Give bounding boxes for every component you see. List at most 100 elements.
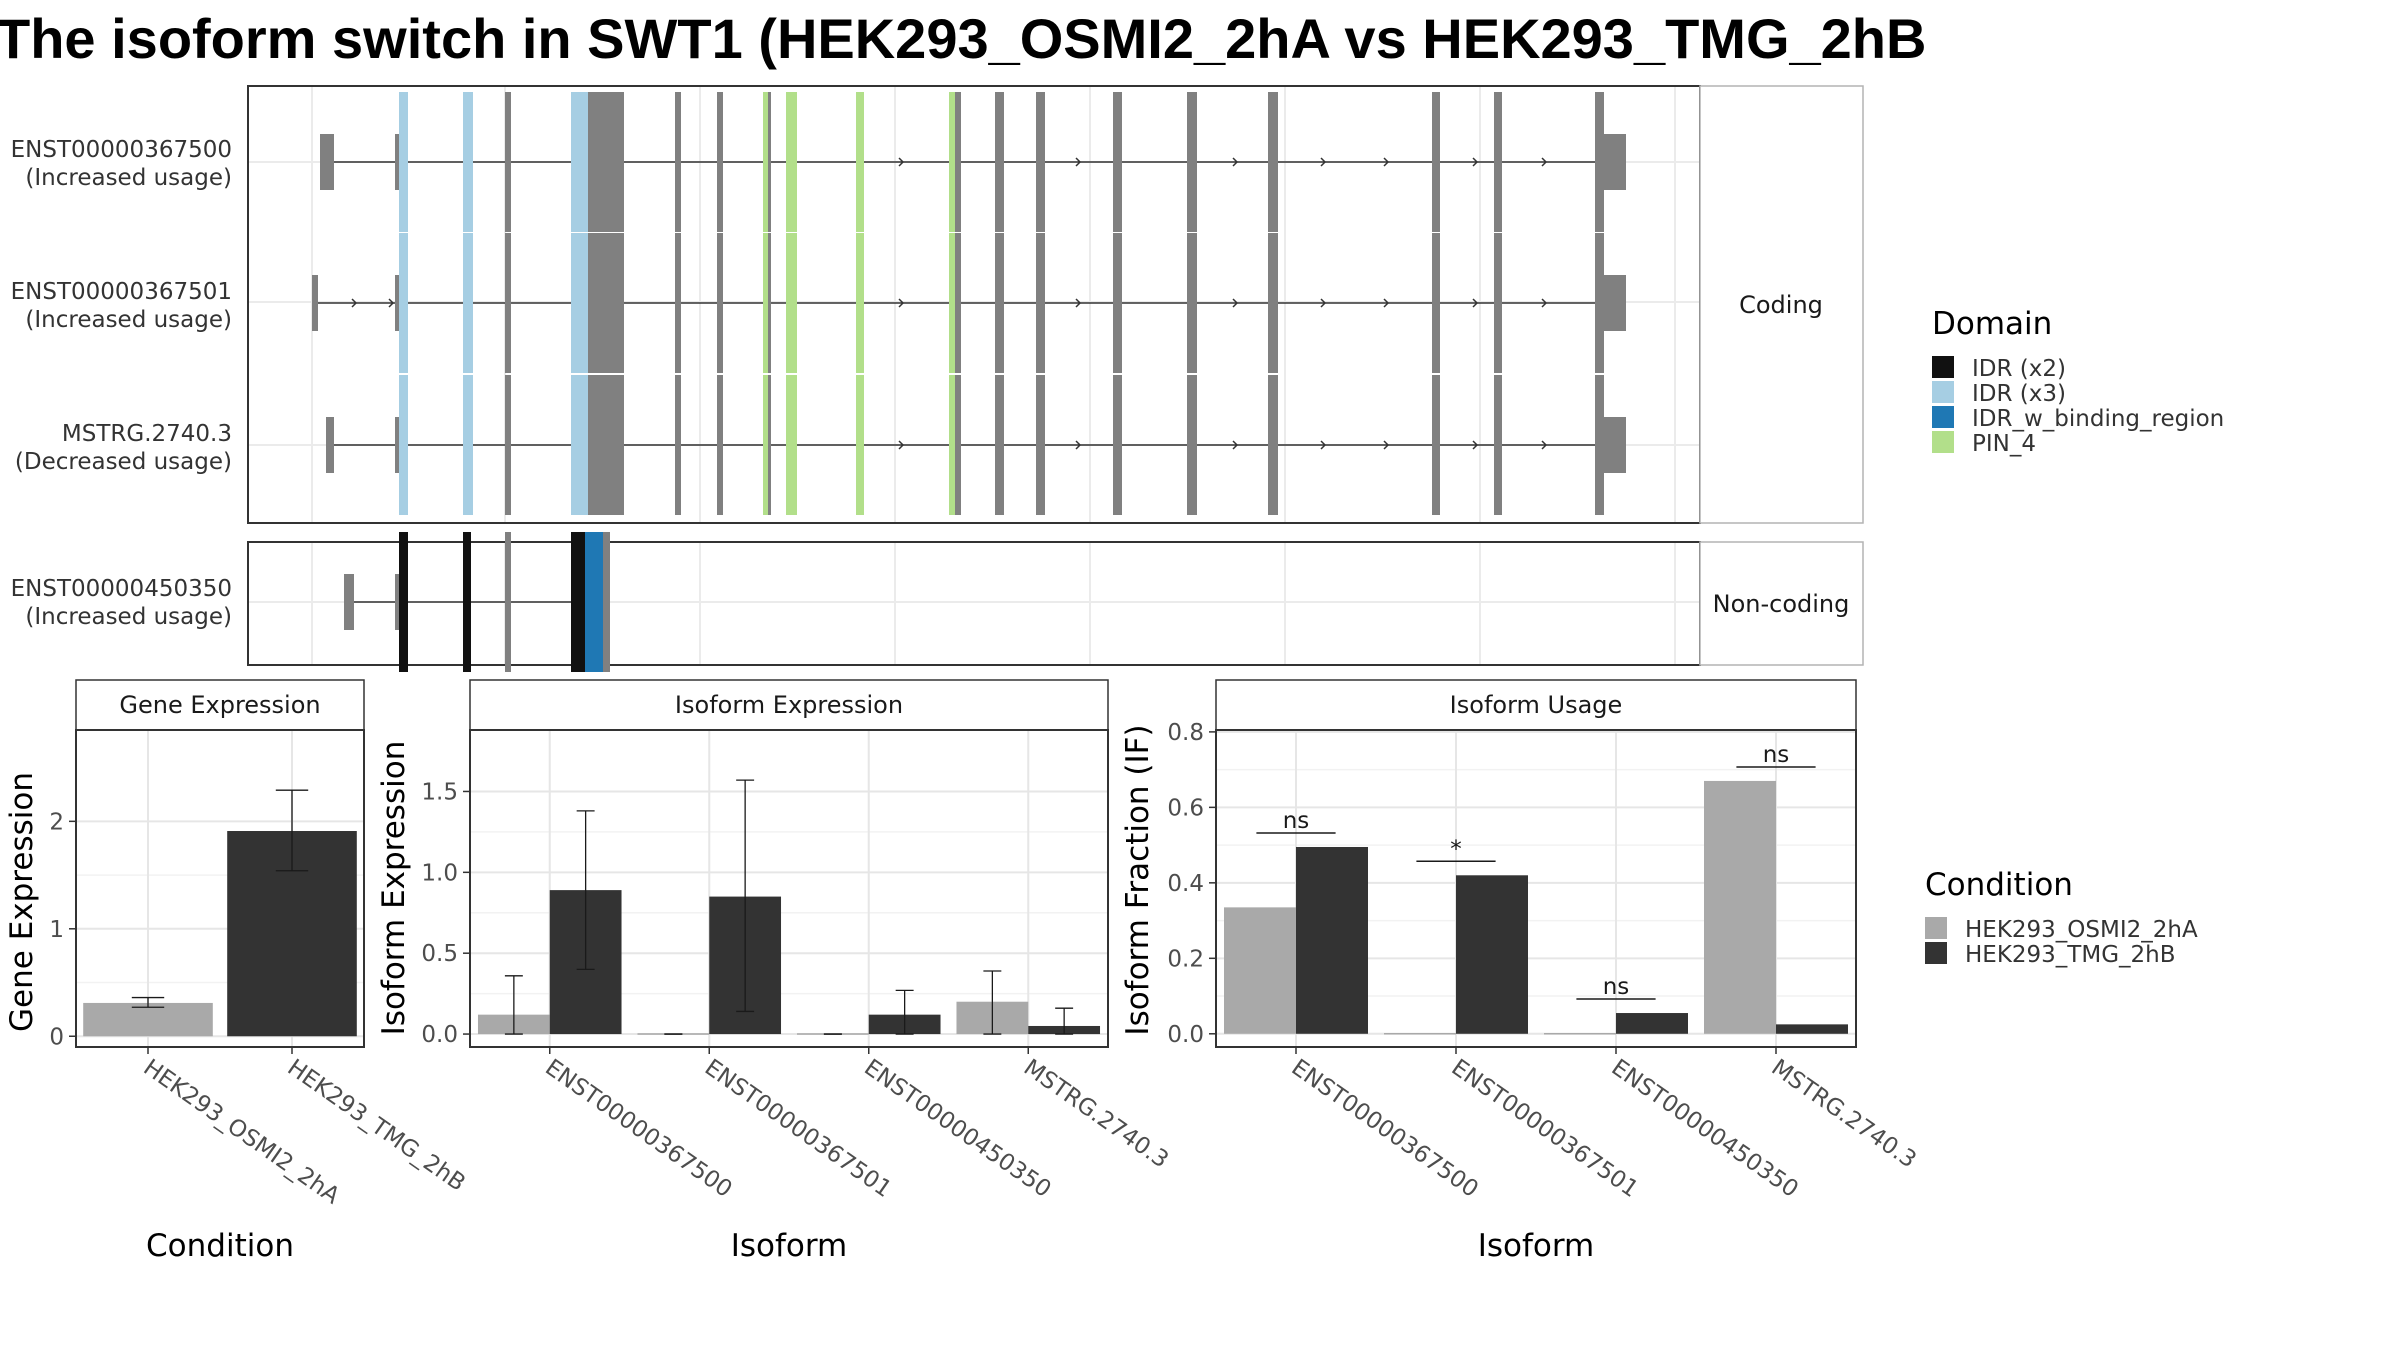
strand-arrow bbox=[1383, 157, 1390, 167]
isoform-expression-strip bbox=[469, 679, 1109, 731]
cds-exon bbox=[1113, 233, 1122, 373]
strand-arrow bbox=[1075, 157, 1082, 167]
strand-arrow bbox=[1232, 157, 1239, 167]
strand-arrow bbox=[898, 298, 905, 308]
cds-exon bbox=[1113, 375, 1122, 515]
condition-legend: Condition HEK293_OSMI2_2hA HEK293_TMG_2h… bbox=[1925, 867, 2198, 968]
legend-label-idr-x3: IDR (x3) bbox=[1972, 381, 2066, 407]
transcript-id-label: ENST00000367500 bbox=[11, 137, 232, 163]
gene-expression-xlabel: Condition bbox=[146, 1228, 294, 1264]
cds-exon bbox=[1595, 92, 1604, 232]
cds-exon bbox=[1036, 233, 1045, 373]
significance-label: * bbox=[1450, 836, 1462, 862]
bar bbox=[1704, 780, 1776, 1034]
y-tick-label: 0.8 bbox=[1167, 720, 1204, 746]
cds-exon bbox=[955, 375, 961, 515]
cds-exon bbox=[955, 92, 961, 232]
cds-exon bbox=[1494, 233, 1502, 373]
cds-exon bbox=[603, 532, 610, 672]
bar bbox=[83, 1002, 213, 1037]
domain-legend-title: Domain bbox=[1932, 306, 2052, 342]
cds-exon bbox=[1268, 233, 1278, 373]
cds-exon bbox=[949, 233, 955, 373]
strand-arrow bbox=[1472, 157, 1479, 167]
cds-exon bbox=[856, 92, 864, 232]
utr-exon bbox=[395, 275, 399, 331]
cds-exon bbox=[1268, 375, 1278, 515]
transcript-usage-label: (Increased usage) bbox=[25, 307, 232, 333]
utr-exon bbox=[395, 134, 399, 190]
isoform-usage-xlabel: Isoform bbox=[1478, 1228, 1595, 1264]
cds-exon bbox=[1268, 92, 1278, 232]
cds-exon bbox=[1432, 375, 1440, 515]
gene-expression-strip bbox=[75, 679, 365, 731]
utr-exon bbox=[1604, 134, 1626, 190]
plot-frame bbox=[469, 729, 1109, 1048]
significance-label: ns bbox=[1763, 742, 1790, 768]
utr-exon bbox=[320, 134, 334, 190]
cds-exon bbox=[675, 375, 681, 515]
y-tick-label: 0.0 bbox=[421, 1022, 458, 1048]
isoform-usage-chart: Isoform Usage ns*nsns0.00.20.40.60.8ENST… bbox=[1120, 679, 1921, 1264]
isoform-expression-chart: Isoform Expression 0.00.51.01.5ENST00000… bbox=[376, 679, 1173, 1264]
cds-exon bbox=[463, 375, 473, 515]
cds-exon bbox=[1595, 375, 1604, 515]
cds-exon bbox=[1036, 375, 1045, 515]
strand-arrow bbox=[1541, 298, 1548, 308]
y-tick-label: 0.6 bbox=[1167, 795, 1204, 821]
cds-exon bbox=[1187, 92, 1197, 232]
legend-swatch-pin4 bbox=[1932, 431, 1954, 453]
strand-arrow bbox=[1320, 440, 1327, 450]
strand-arrow bbox=[1232, 440, 1239, 450]
legend-swatch-osmi bbox=[1925, 917, 1947, 939]
x-tick-label: MSTRG.2740.3 bbox=[1767, 1055, 1921, 1174]
strand-arrow bbox=[898, 157, 905, 167]
cds-exon bbox=[463, 92, 473, 232]
cds-exon bbox=[1187, 375, 1197, 515]
y-tick-label: 0.4 bbox=[1167, 871, 1204, 897]
cds-exon bbox=[1432, 233, 1440, 373]
utr-exon bbox=[395, 417, 399, 473]
domain-exon bbox=[463, 532, 471, 672]
plot-frame bbox=[75, 729, 365, 1048]
strand-arrow bbox=[351, 298, 358, 308]
y-tick-label: 1.5 bbox=[421, 779, 458, 805]
noncoding-transcript-panel: Non-coding bbox=[247, 532, 1864, 672]
y-tick-label: 1 bbox=[49, 917, 64, 943]
isoform-expression-panel-title: Isoform Expression bbox=[675, 691, 903, 719]
legend-swatch-idr-x2 bbox=[1932, 356, 1954, 378]
cds-exon bbox=[949, 375, 955, 515]
transcript-labels: ENST00000367500 (Increased usage) ENST00… bbox=[11, 137, 232, 630]
cds-exon bbox=[571, 375, 588, 515]
transcript-usage-label: (Increased usage) bbox=[25, 604, 232, 630]
cds-exon bbox=[505, 532, 511, 672]
significance-label: ns bbox=[1603, 974, 1630, 1000]
transcript-usage-label: (Decreased usage) bbox=[15, 449, 232, 475]
strand-arrow bbox=[1383, 440, 1390, 450]
strand-arrow bbox=[1075, 440, 1082, 450]
cds-exon bbox=[1595, 233, 1604, 373]
cds-exon bbox=[717, 92, 723, 232]
cds-exon bbox=[596, 92, 624, 232]
cds-exon bbox=[588, 375, 596, 515]
y-tick-label: 0 bbox=[49, 1024, 64, 1050]
cds-exon bbox=[1036, 92, 1045, 232]
utr-exon bbox=[344, 574, 354, 630]
strand-arrow bbox=[1541, 440, 1548, 450]
legend-label-idr-binding: IDR_w_binding_region bbox=[1972, 406, 2224, 432]
isoform-usage-ylabel: Isoform Fraction (IF) bbox=[1120, 724, 1156, 1035]
strand-arrow bbox=[388, 298, 395, 308]
noncoding-tracks bbox=[344, 532, 610, 672]
domain-exon bbox=[399, 532, 408, 672]
noncoding-panel-frame bbox=[247, 541, 1701, 666]
strand-arrow bbox=[1383, 298, 1390, 308]
cds-exon bbox=[1432, 92, 1440, 232]
cds-exon bbox=[717, 233, 723, 373]
coding-strip-label: Coding bbox=[1739, 291, 1823, 319]
isoform-expression-ylabel: Isoform Expression bbox=[376, 741, 412, 1036]
isoform-expression-xlabel: Isoform bbox=[731, 1228, 848, 1264]
legend-swatch-tmg bbox=[1925, 942, 1947, 964]
utr-exon bbox=[1604, 417, 1626, 473]
legend-label-idr-x2: IDR (x2) bbox=[1972, 356, 2066, 382]
